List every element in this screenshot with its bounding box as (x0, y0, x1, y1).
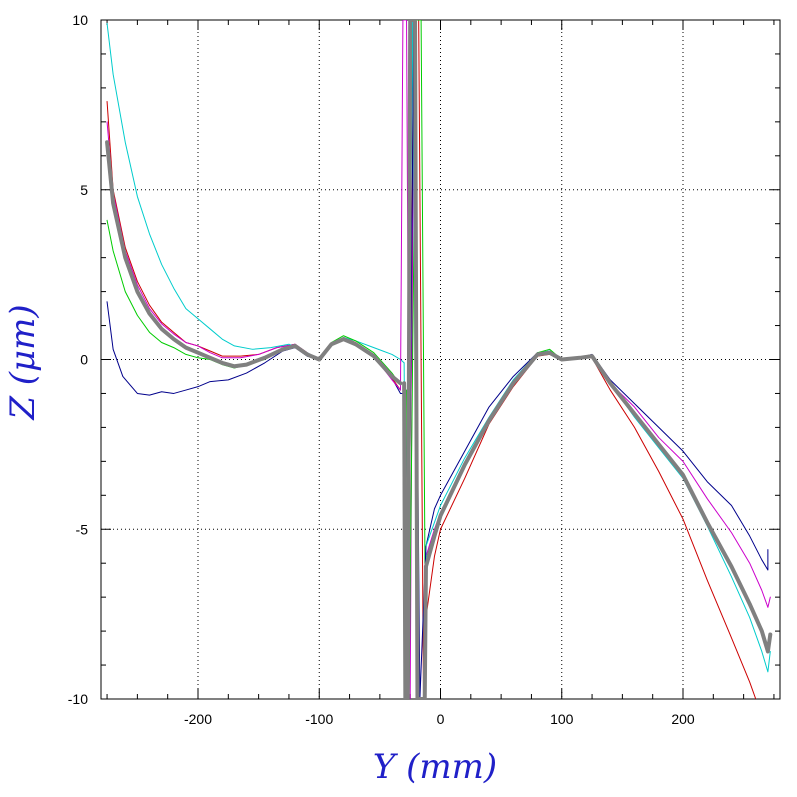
x-tick-label: 100 (550, 711, 574, 727)
plot-area (100, 19, 781, 700)
y-axis-title: Z (μm) (3, 304, 43, 420)
x-tick-label: 0 (437, 711, 445, 727)
tick-marks (101, 19, 780, 700)
x-tick-label: -200 (184, 711, 212, 727)
y-tick-label: -10 (68, 691, 88, 707)
x-tick-label: -100 (305, 711, 333, 727)
x-tick-labels: -200 -100 0 100 200 (184, 711, 695, 727)
series-group (105, 20, 773, 699)
y-tick-label: -5 (76, 521, 89, 537)
y-tick-label: 0 (80, 352, 88, 368)
y-tick-labels: -10 -5 0 5 10 (68, 12, 88, 707)
x-tick-label: 200 (671, 711, 695, 727)
x-axis-title: Y (mm) (373, 747, 497, 787)
mean-series-line (105, 140, 773, 654)
y-tick-label: 10 (72, 12, 88, 28)
y-tick-label: 5 (80, 182, 88, 198)
